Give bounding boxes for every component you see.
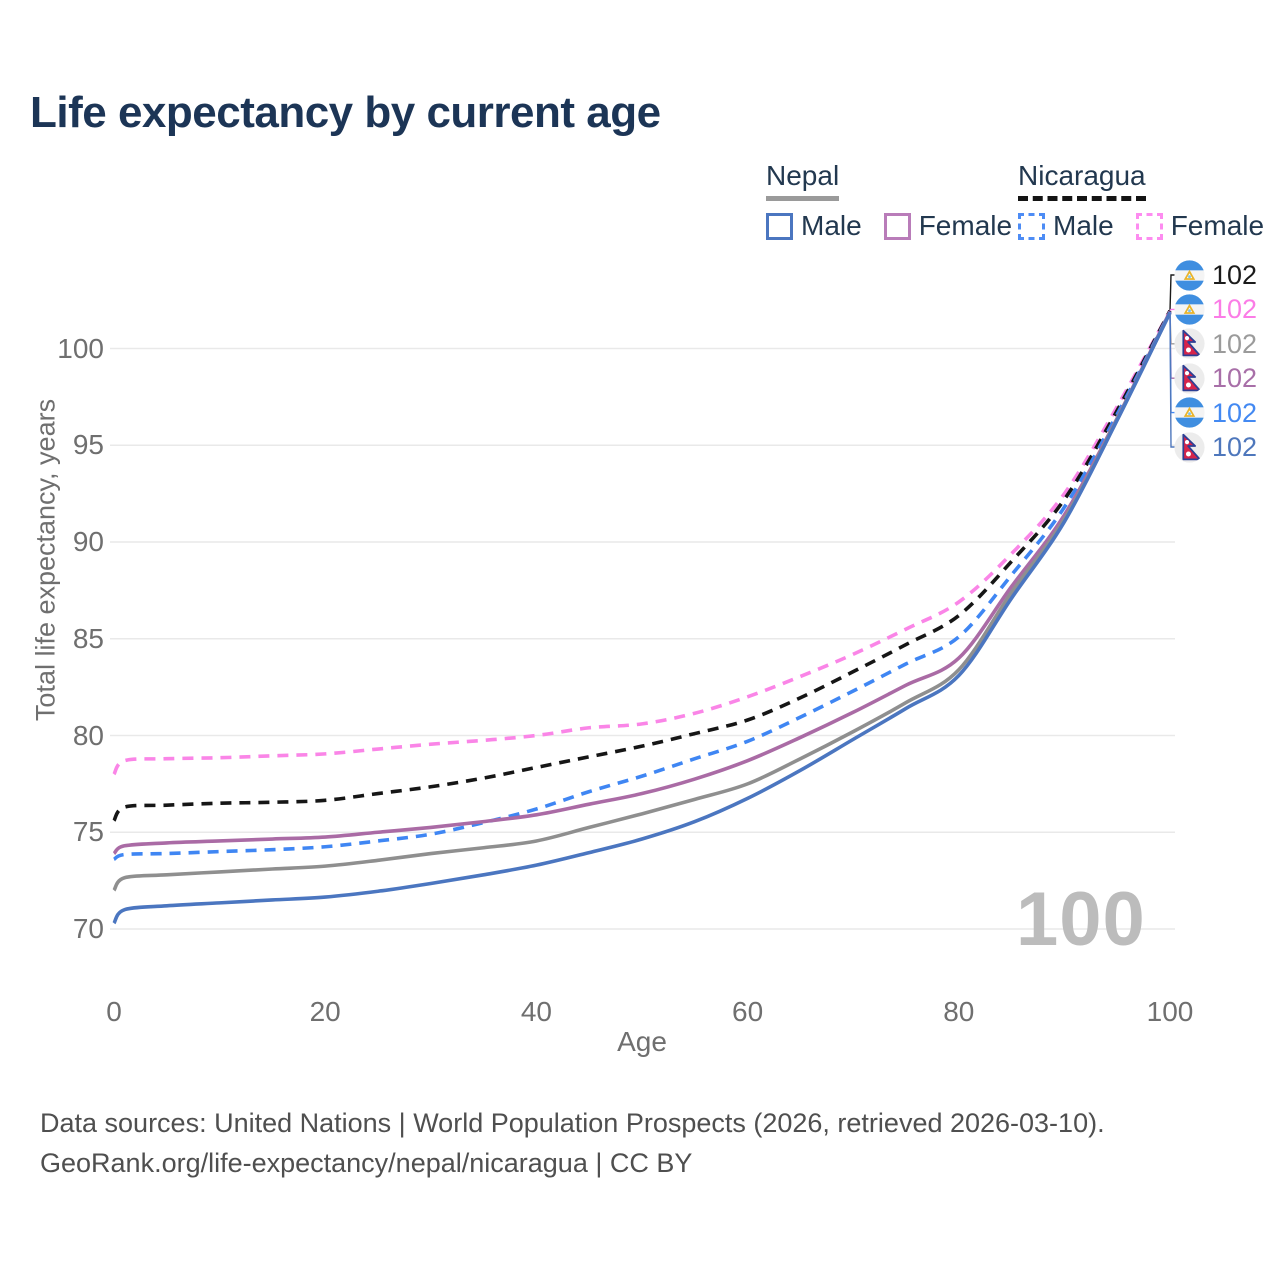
- y-tick-label: 70: [72, 913, 104, 944]
- georank-link-text[interactable]: GeoRank.org/life-expectancy/nepal/nicara…: [40, 1148, 693, 1178]
- y-tick-label: 80: [72, 719, 104, 751]
- nicaragua-flag-icon: [1174, 294, 1205, 325]
- end-label-row: 102: [1174, 259, 1257, 291]
- series-line-nicaragua-both: [112, 309, 1172, 822]
- legend-item-label: Male: [1053, 210, 1114, 241]
- nicaragua-female-swatch: [1135, 212, 1163, 240]
- y-tick-label: 100: [57, 332, 104, 364]
- legend-items-nicaragua: Male Female: [1018, 210, 1264, 242]
- legend-group-title-nepal: Nepal: [766, 160, 840, 201]
- data-sources-text: Data sources: United Nations | World Pop…: [40, 1108, 1105, 1138]
- legend-item-label: Female: [1170, 210, 1265, 241]
- watermark-100: 100: [1016, 877, 1146, 962]
- end-label-row: 102: [1174, 293, 1257, 325]
- legend-item-nepal-female[interactable]: Female: [883, 210, 1013, 242]
- legend-item-nicaragua-female[interactable]: Female: [1135, 210, 1265, 242]
- end-label-value: 102: [1212, 328, 1258, 359]
- series-line-nepal-male: [112, 311, 1172, 925]
- x-tick-label: 20: [309, 996, 341, 1027]
- nepal-flag-icon: [1174, 363, 1205, 394]
- nepal-female-swatch: [883, 212, 911, 240]
- end-label-row: 102: [1174, 431, 1257, 463]
- series-line-nepal-female: [112, 310, 1172, 855]
- end-label-value: 102: [1212, 363, 1258, 394]
- y-tick-label: 75: [72, 816, 104, 848]
- end-label-connector: [1169, 274, 1176, 311]
- nepal-flag-icon: [1174, 431, 1205, 463]
- nicaragua-male-swatch: [1018, 212, 1045, 240]
- nepal-flag-icon: [1174, 328, 1205, 359]
- x-tick-label: 80: [943, 996, 975, 1027]
- legend-item-nicaragua-male[interactable]: Male: [1018, 210, 1114, 242]
- end-label-value: 102: [1212, 432, 1258, 462]
- legend-group-title-nicaragua: Nicaragua: [1018, 160, 1146, 201]
- series-line-nepal-both: [112, 311, 1172, 892]
- legend-item-label: Male: [801, 210, 862, 241]
- series-line-nicaragua-female: [112, 309, 1172, 776]
- x-tick-label: 0: [106, 996, 122, 1027]
- end-label-connector: [1169, 308, 1176, 312]
- x-axis-title: Age: [617, 1026, 667, 1057]
- series-line-nicaragua-male: [113, 310, 1172, 861]
- legend-item-nepal-male[interactable]: Male: [766, 210, 862, 242]
- x-tick-label: 60: [732, 996, 764, 1027]
- x-tick-label: 40: [520, 996, 552, 1027]
- end-label-connector: [1169, 312, 1176, 448]
- end-label-row: 102: [1174, 328, 1257, 360]
- y-tick-label: 85: [72, 622, 104, 654]
- end-label-value: 102: [1212, 260, 1258, 290]
- legend-group-nicaragua: Nicaragua Male Female: [1018, 160, 1264, 242]
- legend-group-nepal: Nepal Male Female: [766, 160, 1012, 242]
- nicaragua-flag-icon: [1174, 259, 1205, 291]
- nicaragua-flag-icon: [1174, 397, 1205, 428]
- y-tick-label: 95: [72, 429, 104, 461]
- y-tick-label: 90: [72, 526, 104, 557]
- legend-items-nepal: Male Female: [766, 210, 1012, 242]
- end-label-value: 102: [1212, 397, 1258, 428]
- chart-title: Life expectancy by current age: [30, 88, 661, 137]
- y-axis-title: Total life expectancy, years: [30, 398, 61, 722]
- end-label-value: 102: [1212, 294, 1258, 325]
- x-tick-label: 100: [1146, 996, 1194, 1027]
- nepal-male-swatch: [766, 212, 793, 240]
- end-label-row: 102: [1174, 397, 1257, 429]
- end-label-row: 102: [1174, 362, 1257, 394]
- legend-item-label: Female: [918, 210, 1013, 241]
